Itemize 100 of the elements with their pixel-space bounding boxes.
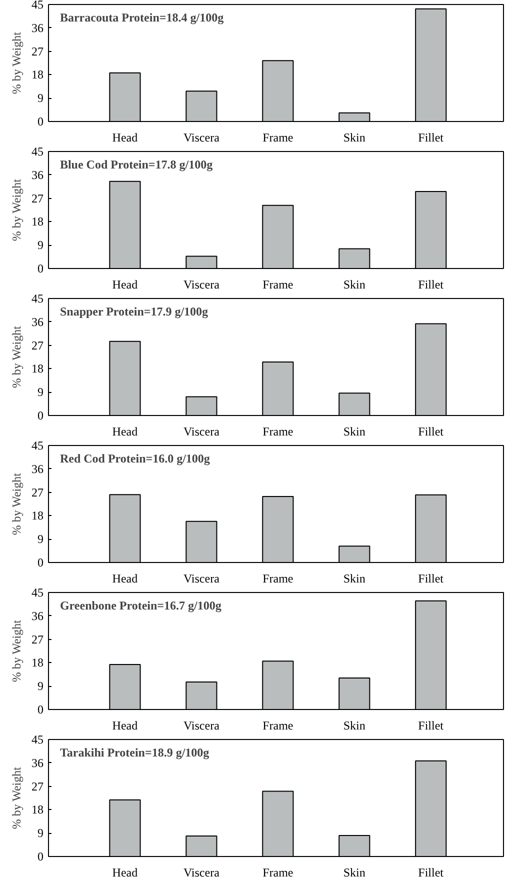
bar [262,361,294,416]
bar [262,790,294,856]
y-tick-label: 0 [38,850,44,864]
y-axis-title: % by Weight [10,472,24,536]
bar [415,760,447,856]
bar [415,323,447,416]
text: Barracouta Protein=18.4 g/100g [60,10,224,24]
x-tick-label: Viscera [183,718,220,732]
x-tick-label: Viscera [183,278,220,292]
bar [109,180,141,268]
x-tick-label: Fillet [418,130,444,144]
bar [109,664,141,710]
bar [262,496,294,562]
bar [109,72,141,122]
y-axis-title: % by Weight [10,766,24,830]
y-tick-label: 0 [38,702,44,716]
x-tick-label: Head [112,866,138,880]
y-tick-label: 27 [32,338,44,352]
y-tick-label: 9 [38,826,44,840]
y-axis-title: % by Weight [10,325,24,388]
x-tick-label: Frame [262,130,294,144]
y-tick-label: 45 [32,732,44,746]
y-tick-label: 9 [38,385,44,400]
bar [262,204,294,268]
y-tick-label: 18 [32,68,44,82]
bar [262,660,294,710]
y-tick-label: 9 [38,679,44,694]
bar [338,834,370,856]
y-tick-label: 45 [32,438,44,452]
x-tick-label: Skin [343,424,366,438]
y-tick-label: 27 [32,44,44,58]
bar [186,681,218,710]
y-tick-label: 36 [32,608,44,623]
bar [338,248,370,268]
y-tick-label: 45 [32,586,44,600]
bar [186,835,218,856]
y-tick-label: 18 [32,802,44,817]
x-tick-label: Frame [262,424,294,438]
bar [415,600,447,710]
x-tick-label: Fillet [418,278,444,292]
bar [415,8,447,122]
x-tick-label: Viscera [183,424,220,438]
y-tick-label: 18 [32,214,44,229]
text: Blue Cod Protein=17.8 g/100g [60,158,213,172]
text: Tarakihi Protein=18.9 g/100g [60,746,210,760]
y-tick-label: 36 [32,756,44,770]
y-tick-label: 36 [32,314,44,329]
x-tick-label: Viscera [183,130,220,144]
bar [415,494,447,562]
x-tick-label: Skin [343,866,366,880]
y-tick-label: 36 [32,20,44,35]
x-tick-label: Head [112,718,138,732]
x-tick-label: Viscera [183,572,220,586]
bar [262,60,294,122]
x-tick-label: Frame [262,572,294,586]
x-tick-label: Skin [343,718,366,732]
bar [338,678,370,710]
y-tick-label: 45 [32,0,44,12]
bar [186,90,218,122]
y-tick-label: 0 [38,262,44,276]
y-tick-label: 0 [38,556,44,570]
text: Snapper Protein=17.9 g/100g [60,304,208,318]
x-tick-label: Head [112,572,138,586]
x-tick-label: Fillet [418,866,444,880]
bar [415,191,447,268]
x-tick-label: Fillet [418,572,444,586]
bar [338,392,370,416]
y-tick-label: 36 [32,168,44,182]
y-axis-title: % by Weight [10,31,24,94]
y-tick-label: 9 [38,238,44,252]
y-tick-label: 27 [32,191,44,206]
bar [186,396,218,416]
x-tick-label: Head [112,278,138,292]
x-tick-label: Frame [262,278,294,292]
x-tick-label: Frame [262,718,294,732]
y-tick-label: 18 [32,508,44,523]
y-tick-label: 36 [32,462,44,476]
y-tick-label: 27 [32,779,44,794]
x-tick-label: Fillet [418,424,444,438]
x-tick-label: Skin [343,130,366,144]
x-tick-label: Head [112,130,138,144]
text: Red Cod Protein=16.0 g/100g [60,452,210,466]
x-tick-label: Head [112,424,138,438]
y-tick-label: 9 [38,532,44,546]
y-tick-label: 45 [32,144,44,158]
bar [109,494,141,562]
bar [338,112,370,122]
y-axis-title: % by Weight [10,178,24,242]
text: Greenbone Protein=16.7 g/100g [60,598,222,612]
y-tick-label: 27 [32,632,44,646]
bar [109,799,141,856]
y-tick-label: 18 [32,656,44,670]
y-tick-label: 9 [38,91,44,106]
y-tick-label: 18 [32,362,44,376]
y-tick-label: 27 [32,485,44,500]
y-tick-label: 0 [38,114,44,128]
bar [186,520,218,562]
x-tick-label: Frame [262,866,294,880]
x-tick-label: Skin [343,572,366,586]
bar [109,340,141,416]
